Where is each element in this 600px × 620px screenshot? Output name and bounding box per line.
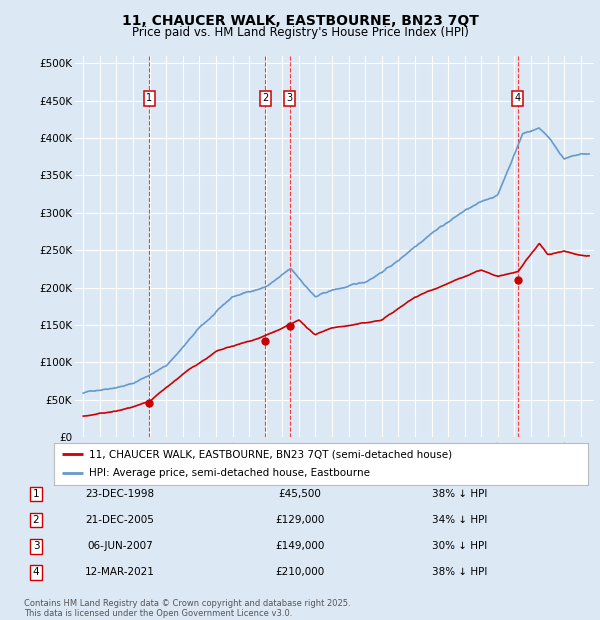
Text: 11, CHAUCER WALK, EASTBOURNE, BN23 7QT: 11, CHAUCER WALK, EASTBOURNE, BN23 7QT bbox=[122, 14, 478, 28]
Text: £129,000: £129,000 bbox=[275, 515, 325, 525]
Text: HPI: Average price, semi-detached house, Eastbourne: HPI: Average price, semi-detached house,… bbox=[89, 469, 370, 479]
Text: 12-MAR-2021: 12-MAR-2021 bbox=[85, 567, 155, 577]
Text: 4: 4 bbox=[514, 94, 521, 104]
Text: 2: 2 bbox=[262, 94, 268, 104]
Text: 06-JUN-2007: 06-JUN-2007 bbox=[87, 541, 153, 551]
Text: Contains HM Land Registry data © Crown copyright and database right 2025.
This d: Contains HM Land Registry data © Crown c… bbox=[24, 599, 350, 618]
Text: 1: 1 bbox=[32, 489, 40, 499]
Text: 23-DEC-1998: 23-DEC-1998 bbox=[85, 489, 155, 499]
Text: 1: 1 bbox=[146, 94, 152, 104]
Text: 34% ↓ HPI: 34% ↓ HPI bbox=[432, 515, 487, 525]
Text: 3: 3 bbox=[32, 541, 40, 551]
Text: 3: 3 bbox=[287, 94, 293, 104]
Text: 21-DEC-2005: 21-DEC-2005 bbox=[86, 515, 154, 525]
Text: £149,000: £149,000 bbox=[275, 541, 325, 551]
Text: Price paid vs. HM Land Registry's House Price Index (HPI): Price paid vs. HM Land Registry's House … bbox=[131, 26, 469, 39]
Text: 30% ↓ HPI: 30% ↓ HPI bbox=[432, 541, 487, 551]
Text: 2: 2 bbox=[32, 515, 40, 525]
Text: 38% ↓ HPI: 38% ↓ HPI bbox=[432, 489, 487, 499]
Text: 38% ↓ HPI: 38% ↓ HPI bbox=[432, 567, 487, 577]
Text: 11, CHAUCER WALK, EASTBOURNE, BN23 7QT (semi-detached house): 11, CHAUCER WALK, EASTBOURNE, BN23 7QT (… bbox=[89, 449, 452, 459]
Text: £45,500: £45,500 bbox=[278, 489, 322, 499]
Text: 4: 4 bbox=[32, 567, 40, 577]
Text: £210,000: £210,000 bbox=[275, 567, 325, 577]
